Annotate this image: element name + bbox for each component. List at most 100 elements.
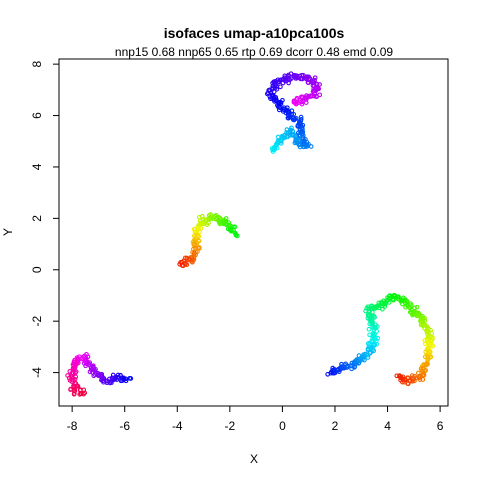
data-point <box>429 337 435 342</box>
data-point <box>278 138 284 144</box>
data-point <box>370 309 375 315</box>
data-point <box>305 80 311 85</box>
y-tick-label: 8 <box>30 60 44 67</box>
data-point <box>308 93 314 99</box>
data-point <box>402 377 408 383</box>
data-point <box>282 135 288 141</box>
data-point <box>120 375 125 381</box>
data-point <box>403 304 408 310</box>
data-points <box>65 71 436 397</box>
data-point <box>286 115 291 121</box>
data-point <box>74 383 80 389</box>
data-point <box>394 373 400 379</box>
data-point <box>93 366 98 372</box>
data-point <box>364 305 370 311</box>
data-point <box>314 94 319 100</box>
data-point <box>204 222 210 227</box>
data-point <box>407 378 413 384</box>
y-axis-label: Y <box>1 228 15 236</box>
data-point <box>290 132 295 137</box>
data-point <box>284 127 290 132</box>
data-point <box>281 133 287 138</box>
data-point <box>288 76 294 82</box>
data-point <box>301 137 307 143</box>
data-point <box>196 245 202 250</box>
data-point <box>88 367 94 373</box>
data-point <box>303 100 309 105</box>
data-point <box>410 378 415 384</box>
data-point <box>274 86 280 92</box>
data-point <box>293 137 299 143</box>
plot-frame <box>58 58 449 407</box>
data-point <box>184 256 190 261</box>
data-point <box>298 114 304 120</box>
data-point <box>217 220 222 226</box>
data-point <box>423 349 429 355</box>
x-axis: -8 -6 -4 -2 0 2 4 6 <box>67 406 444 433</box>
data-point <box>75 357 81 363</box>
data-point <box>372 315 377 320</box>
data-point <box>424 327 430 333</box>
data-point <box>271 147 277 152</box>
data-point <box>382 304 388 309</box>
chart-title: isofaces umap-a10pca100s <box>164 25 345 41</box>
x-tick-label: -8 <box>67 419 78 433</box>
data-point <box>267 94 273 99</box>
data-point <box>226 222 232 228</box>
data-point <box>281 105 287 111</box>
data-point <box>332 370 338 376</box>
data-point <box>177 261 183 267</box>
data-point <box>325 371 331 377</box>
data-point <box>291 100 297 105</box>
data-point <box>391 297 396 303</box>
data-point <box>67 378 73 383</box>
x-tick-label: -6 <box>119 419 130 433</box>
data-point <box>191 250 197 256</box>
data-point <box>201 217 206 223</box>
data-point <box>197 229 202 235</box>
data-point <box>428 354 434 360</box>
data-point <box>196 215 202 220</box>
data-point <box>213 212 219 218</box>
data-point <box>66 375 72 381</box>
y-axis: -4 -2 0 2 4 6 8 <box>30 60 59 378</box>
data-point <box>389 293 395 299</box>
y-tick-label: -4 <box>30 367 44 378</box>
data-point <box>375 335 381 341</box>
data-point <box>312 75 318 81</box>
x-tick-label: 4 <box>384 419 391 433</box>
data-point <box>370 320 375 325</box>
data-point <box>398 298 404 304</box>
data-point <box>68 387 73 392</box>
data-point <box>291 111 297 117</box>
chart-subtitle: nnp15 0.68 nnp65 0.65 rtp 0.69 dcorr 0.4… <box>115 45 394 59</box>
data-point <box>281 107 287 113</box>
data-point <box>186 256 192 262</box>
data-point <box>82 390 88 396</box>
y-tick-label: 6 <box>30 112 44 119</box>
data-point <box>317 82 322 87</box>
x-tick-label: -2 <box>225 419 236 433</box>
data-point <box>70 370 76 376</box>
y-tick-label: -2 <box>30 316 44 327</box>
data-point <box>128 376 134 381</box>
data-point <box>264 91 270 97</box>
data-point <box>429 342 435 348</box>
x-axis-label: X <box>250 452 258 466</box>
y-tick-label: 0 <box>30 266 44 273</box>
data-point <box>365 352 371 358</box>
data-point <box>414 304 420 310</box>
x-tick-label: 2 <box>332 419 339 433</box>
data-point <box>71 391 77 397</box>
data-point <box>349 366 354 372</box>
data-point <box>275 134 281 140</box>
x-tick-label: 0 <box>279 419 286 433</box>
data-point <box>233 231 239 237</box>
data-point <box>420 377 426 382</box>
x-tick-label: -4 <box>172 419 183 433</box>
x-tick-label: 6 <box>437 419 444 433</box>
data-point <box>366 326 372 332</box>
data-point <box>381 298 386 304</box>
data-point <box>104 378 110 384</box>
